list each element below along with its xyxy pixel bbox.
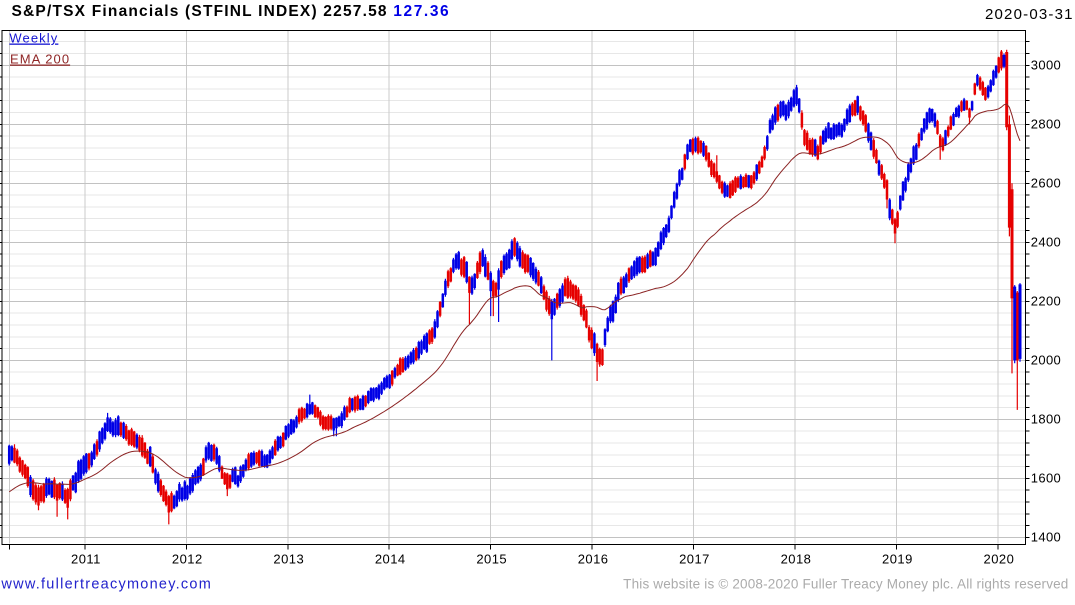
svg-text:2800: 2800 (1031, 117, 1061, 132)
svg-text:2012: 2012 (172, 552, 203, 567)
svg-text:2200: 2200 (1031, 294, 1061, 309)
svg-text:2018: 2018 (781, 552, 812, 567)
svg-text:Weekly: Weekly (9, 31, 58, 46)
svg-text:1800: 1800 (1031, 412, 1061, 427)
svg-text:2019: 2019 (882, 552, 913, 567)
svg-text:2000: 2000 (1031, 353, 1061, 368)
svg-text:2020-03-31: 2020-03-31 (985, 6, 1074, 23)
svg-text:2020: 2020 (984, 552, 1015, 567)
svg-text:2015: 2015 (476, 552, 507, 567)
svg-text:2016: 2016 (578, 552, 609, 567)
svg-text:S&P/TSX Financials (STFINL IND: S&P/TSX Financials (STFINL INDEX) 2257.5… (12, 3, 451, 20)
svg-text:1600: 1600 (1031, 471, 1061, 486)
svg-text:2013: 2013 (273, 552, 304, 567)
svg-text:2400: 2400 (1031, 235, 1061, 250)
svg-text:2600: 2600 (1031, 176, 1061, 191)
svg-text:3000: 3000 (1031, 58, 1061, 73)
svg-text:2017: 2017 (679, 552, 710, 567)
svg-text:2011: 2011 (71, 552, 101, 567)
svg-text:2014: 2014 (375, 552, 406, 567)
svg-text:www.fullertreacymoney.com: www.fullertreacymoney.com (0, 577, 212, 593)
svg-text:EMA 200: EMA 200 (10, 52, 70, 67)
svg-text:This website is © 2008-2020 Fu: This website is © 2008-2020 Fuller Treac… (623, 577, 1068, 592)
svg-text:1400: 1400 (1031, 530, 1061, 545)
